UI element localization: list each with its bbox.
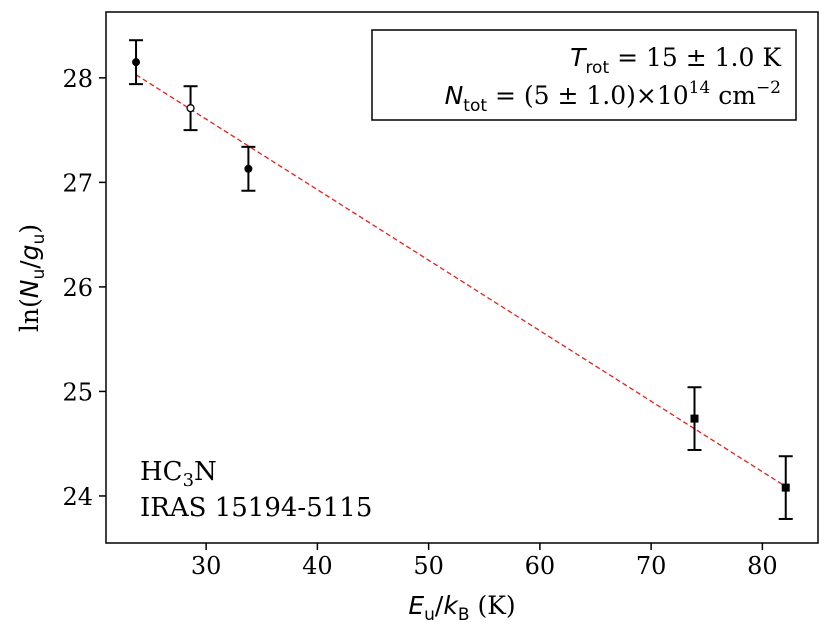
ntot-unit: cm (710, 81, 756, 110)
fit-line (135, 74, 787, 488)
xlabel-slash: / (435, 591, 444, 620)
ylabel-ln: ln( (15, 298, 44, 332)
ntot-subscript: tot (463, 96, 487, 116)
trot-symbol: T (570, 43, 587, 72)
ylabel-u2: u (29, 234, 49, 245)
y-tick-label: 26 (62, 274, 93, 302)
x-axis-label: Eu/kB (K) (408, 591, 515, 625)
xlabel-E: E (408, 591, 424, 620)
ntot-value: = (5 ± 1.0)×10 (487, 81, 689, 110)
data-point (781, 483, 790, 492)
xlabel-B: B (458, 605, 470, 625)
source-label: IRAS 15194-5115 (140, 493, 372, 523)
x-tick-label: 40 (302, 552, 333, 580)
molecule-subscript: 3 (183, 470, 194, 491)
molecule-label: HC3N (140, 457, 217, 491)
x-tick-label: 70 (636, 552, 667, 580)
annotation-ntot-line: Ntot = (5 ± 1.0)×1014 cm−2 (445, 78, 781, 116)
trot-value: = 15 ± 1.0 K (609, 43, 782, 72)
xlabel-k: k (443, 591, 459, 620)
data-point (244, 164, 253, 173)
x-tick-label: 80 (747, 552, 778, 580)
data-point (132, 58, 141, 67)
ylabel-N: N (15, 279, 44, 298)
y-tick-label: 24 (62, 483, 93, 511)
y-tick-label: 28 (62, 65, 93, 93)
data-point (186, 104, 195, 113)
data-points-group (129, 39, 793, 520)
xlabel-unit: (K) (470, 591, 516, 620)
ylabel-u: u (29, 269, 49, 280)
ylabel-slash: / (15, 260, 44, 269)
annotation-box: Trot = 15 ± 1.0 K Ntot = (5 ± 1.0)×1014 … (371, 29, 797, 121)
axis-ticks: 30 40 50 60 70 80 24 25 26 27 28 (62, 65, 777, 580)
molecule-base: HC (140, 457, 183, 487)
trot-subscript: rot (585, 58, 609, 78)
annotation-trot-line: Trot = 15 ± 1.0 K (570, 43, 782, 78)
ntot-exponent: 14 (689, 78, 711, 98)
xlabel-u: u (424, 605, 435, 625)
molecule-tail: N (194, 457, 217, 487)
annotation-box-frame (371, 29, 797, 121)
ylabel-g: g (15, 244, 44, 260)
x-tick-label: 60 (525, 552, 556, 580)
data-point (690, 414, 699, 423)
fit-line-group (135, 74, 787, 488)
plot-area-frame (105, 11, 819, 544)
y-tick-label: 25 (62, 378, 93, 406)
ntot-unit-exponent: −2 (756, 78, 781, 98)
y-tick-label: 27 (62, 169, 93, 197)
x-tick-label: 50 (413, 552, 444, 580)
ntot-symbol: N (445, 81, 464, 110)
ylabel-close: ) (15, 224, 44, 234)
y-axis-label: ln(Nu/gu) (15, 224, 49, 332)
x-tick-label: 30 (191, 552, 222, 580)
